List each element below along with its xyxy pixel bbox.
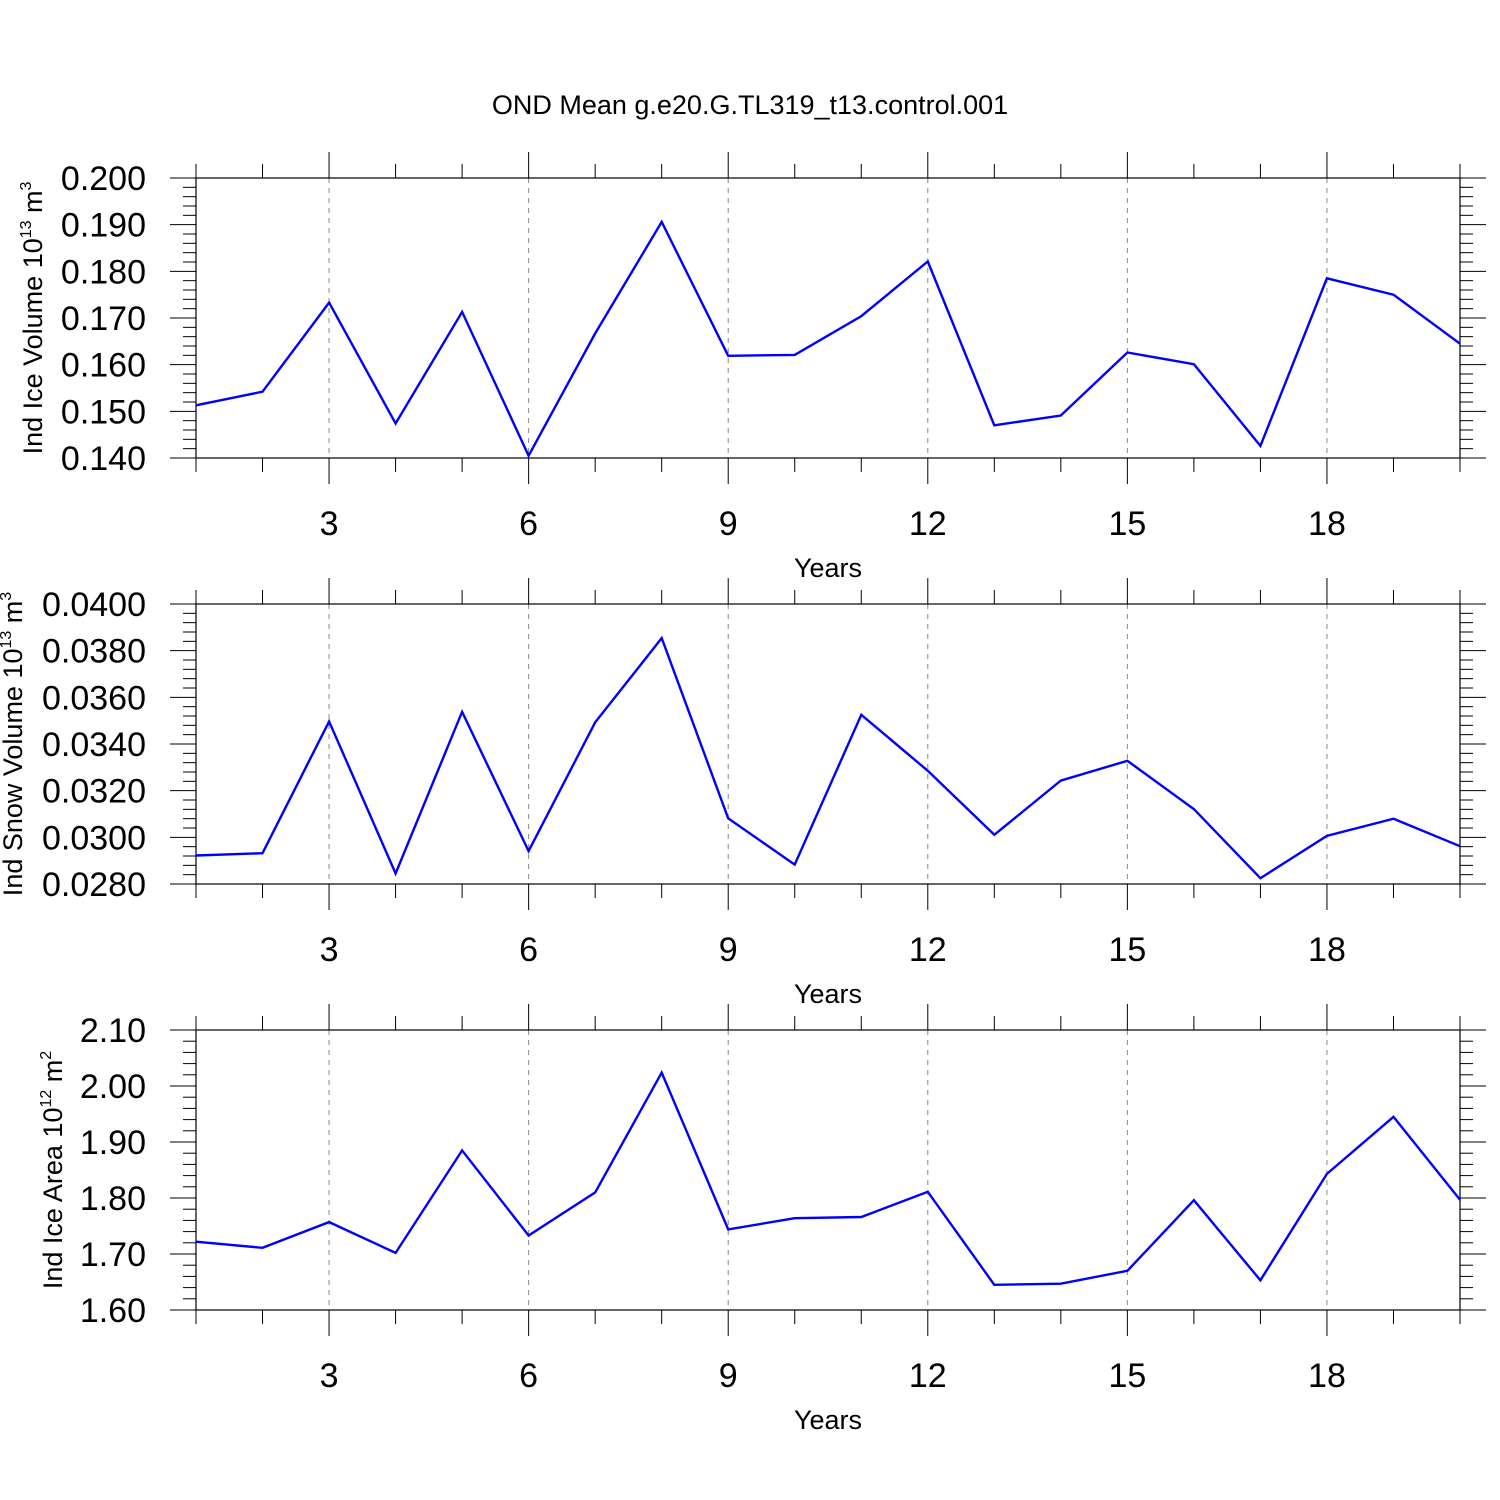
y-tick-label: 0.200 — [61, 160, 146, 198]
series-line-1 — [195, 219, 1461, 459]
x-axis-label: Years — [794, 1405, 862, 1435]
chart-panel-2: 3 6 9 12 15 18 0.0400 0.0380 0.0360 0.0340 0.0320 0… — [0, 578, 1486, 1009]
y-tick-label: 1.80 — [80, 1180, 146, 1218]
y-tick-label: 1.70 — [80, 1236, 146, 1274]
x-tick-label: 6 — [519, 1357, 538, 1395]
y-tick-label: 0.0360 — [42, 679, 146, 717]
x-tick-label: 6 — [519, 931, 538, 969]
x-tick-label: 3 — [320, 505, 339, 543]
x-tick-label: 3 — [320, 1357, 339, 1395]
y-tick-label: 0.0320 — [42, 773, 146, 811]
x-tick-label: 15 — [1108, 931, 1146, 969]
x-tick-label: 6 — [519, 505, 538, 543]
chart-panel-1: 3 6 9 12 15 18 0.200 0.190 0.180 0.170 0.160 0.150 0… — [18, 152, 1486, 583]
plot-frame — [195, 1029, 1461, 1311]
y-tick-label: 0.170 — [61, 300, 146, 338]
y-tick-label: 0.0300 — [42, 819, 146, 857]
x-axis-label: Years — [794, 553, 862, 583]
x-tick-label: 12 — [909, 505, 947, 543]
y-tick-label: 1.60 — [80, 1292, 146, 1330]
y-tick-label: 0.0340 — [42, 726, 146, 764]
y-tick-label: 2.10 — [80, 1012, 146, 1050]
figure-title: OND Mean g.e20.G.TL319_t13.control.001 — [492, 90, 1008, 120]
y-axis-label: Ind Snow Volume 1013 m3 — [0, 592, 28, 896]
chart-panel-3: 3 6 9 12 15 18 2.10 2.00 1.90 1.80 1.70 1.60 Years In… — [38, 1004, 1486, 1435]
y-tick-label: 0.190 — [61, 207, 146, 245]
x-tick-label: 9 — [719, 505, 738, 543]
x-tick-label: 18 — [1308, 505, 1346, 543]
x-tick-label: 15 — [1108, 505, 1146, 543]
y-axis-label: Ind Ice Volume 1013 m3 — [18, 181, 48, 454]
series-line-1 — [195, 635, 1461, 880]
y-tick-label: 2.00 — [80, 1068, 146, 1106]
y-tick-label: 0.0380 — [42, 633, 146, 671]
panels: 3 6 9 12 15 18 0.200 0.190 0.180 0.170 0.160 0.150 0… — [0, 152, 1486, 1435]
x-tick-label: 12 — [909, 931, 947, 969]
y-tick-label: 0.0400 — [42, 586, 146, 624]
y-tick-label: 0.150 — [61, 393, 146, 431]
x-axis-label: Years — [794, 979, 862, 1009]
y-axis-label: Ind Ice Area 1012 m2 — [38, 1051, 68, 1289]
x-tick-label: 18 — [1308, 1357, 1346, 1395]
x-tick-label: 9 — [719, 1357, 738, 1395]
x-tick-label: 18 — [1308, 931, 1346, 969]
x-tick-label: 9 — [719, 931, 738, 969]
x-tick-label: 12 — [909, 1357, 947, 1395]
y-tick-label: 0.180 — [61, 253, 146, 291]
x-tick-label: 15 — [1108, 1357, 1146, 1395]
y-tick-label: 0.140 — [61, 440, 146, 478]
y-tick-label: 0.160 — [61, 347, 146, 385]
y-tick-label: 0.0280 — [42, 866, 146, 904]
x-tick-label: 3 — [320, 931, 339, 969]
y-tick-label: 1.90 — [80, 1124, 146, 1162]
series-line-1 — [195, 1069, 1461, 1287]
